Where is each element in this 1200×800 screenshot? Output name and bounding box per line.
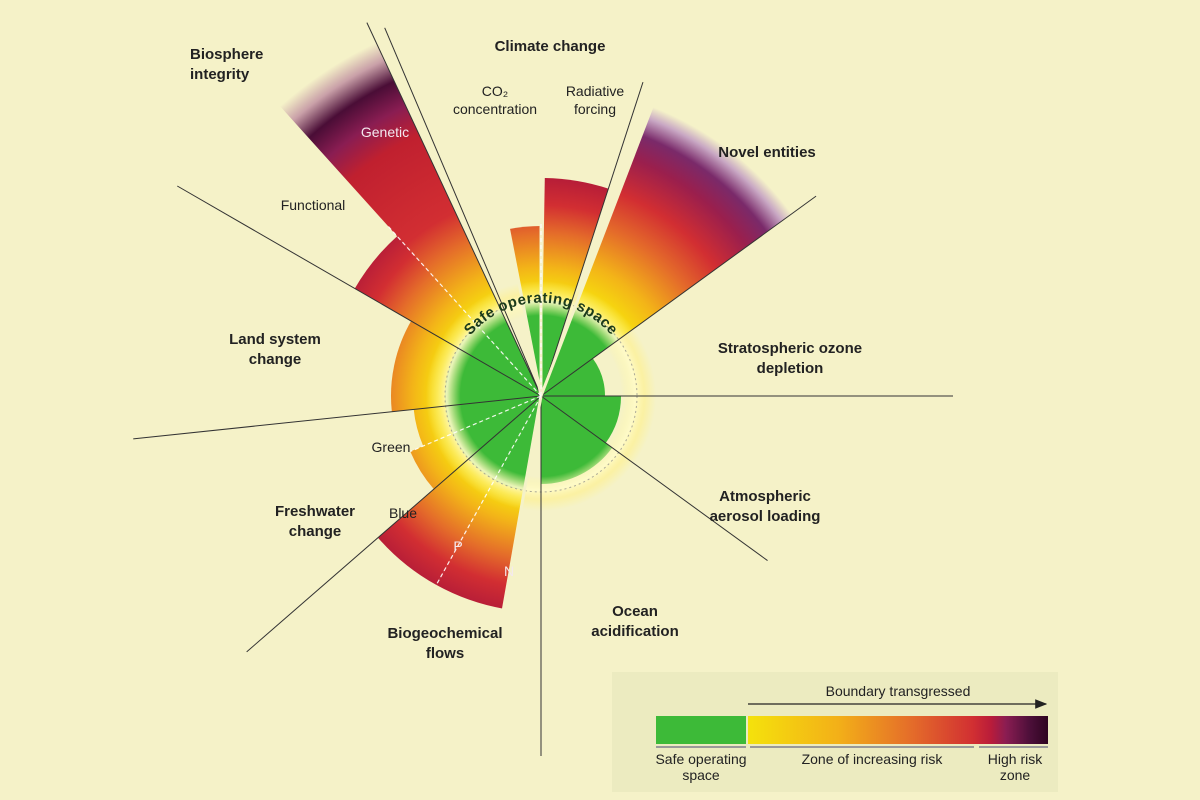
label-green: Green — [371, 439, 411, 455]
label-genetic: Genetic — [360, 124, 410, 140]
label-freshwater-change: Freshwater change — [274, 503, 356, 540]
label-biogeochemical-flows: Biogeochemical flows — [387, 625, 503, 662]
sub-boundary-dashed-line — [386, 224, 542, 397]
label-functional: Functional — [280, 197, 346, 213]
legend-arrow-label: Boundary transgressed — [825, 683, 971, 699]
legend-safe-swatch — [656, 716, 746, 744]
label-climate-change: Climate change — [494, 38, 606, 55]
boundary-divider-line — [133, 395, 542, 440]
boundary-divider-line — [366, 22, 542, 397]
boundary-gap-line — [501, 395, 543, 611]
boundary-transgressed-arrow — [748, 699, 1048, 709]
label-ocean-acidification: Ocean acidification — [591, 603, 679, 640]
boundary-divider-line — [540, 195, 817, 397]
label-blue: Blue — [388, 505, 418, 521]
boundary-divider-line — [246, 395, 542, 653]
label-land-system-change: Land system change — [229, 331, 321, 368]
boundary-gap-line — [539, 104, 655, 397]
boundary-divider-line — [177, 185, 542, 397]
legend-high-label: High risk zone — [987, 751, 1043, 784]
boundary-divider-line — [540, 395, 768, 561]
legend-safe-label: Safe operating space — [655, 751, 747, 784]
boundary-gap-line — [506, 223, 543, 397]
boundary-divider-line — [384, 27, 542, 397]
sub-boundary-dashed-line — [410, 395, 542, 453]
legend-risk-swatch — [748, 716, 1048, 744]
label-p: P — [453, 538, 463, 554]
label-biosphere-integrity: Biosphere integrity — [190, 46, 264, 83]
legend-high-rule — [979, 746, 1048, 748]
legend-risk-label: Zone of increasing risk — [801, 751, 943, 767]
legend-safe-rule — [656, 746, 746, 748]
boundary-divider-line — [540, 81, 644, 397]
label-n: N — [503, 563, 515, 579]
label-atmospheric-aerosol: Atmospheric aerosol loading — [709, 488, 821, 525]
label-radiative-forcing: Radiative forcing — [565, 83, 625, 118]
sub-boundary-dashed-line — [435, 395, 542, 586]
label-novel-entities: Novel entities — [718, 144, 816, 161]
label-co2-concentration: CO₂ concentration — [452, 83, 538, 118]
legend-risk-rule — [750, 746, 974, 748]
label-stratospheric-ozone: Stratospheric ozone depletion — [717, 340, 863, 377]
legend: Boundary transgressed Safe operating spa… — [612, 672, 1058, 792]
